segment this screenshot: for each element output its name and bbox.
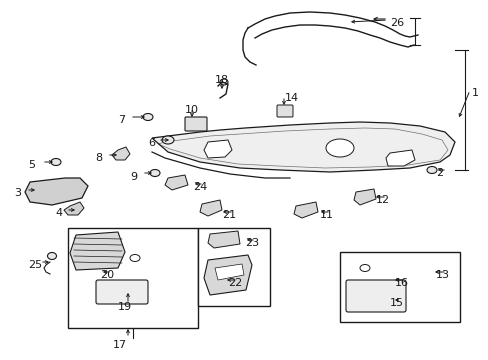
Text: 25: 25 <box>28 260 42 270</box>
Polygon shape <box>293 202 317 218</box>
Polygon shape <box>164 175 187 190</box>
Ellipse shape <box>325 139 353 157</box>
Ellipse shape <box>162 136 174 144</box>
Polygon shape <box>152 122 454 172</box>
FancyBboxPatch shape <box>346 280 405 312</box>
Polygon shape <box>25 178 88 205</box>
Polygon shape <box>200 200 222 216</box>
Ellipse shape <box>150 170 160 176</box>
Text: 1: 1 <box>471 88 478 98</box>
Ellipse shape <box>426 166 436 174</box>
Polygon shape <box>112 147 130 160</box>
Text: 19: 19 <box>118 302 132 312</box>
Text: 12: 12 <box>375 195 389 205</box>
Polygon shape <box>64 202 84 215</box>
Text: 5: 5 <box>28 160 35 170</box>
FancyBboxPatch shape <box>198 228 269 306</box>
Text: 7: 7 <box>118 115 125 125</box>
Text: 8: 8 <box>95 153 102 163</box>
FancyBboxPatch shape <box>184 117 206 131</box>
Text: 18: 18 <box>215 75 229 85</box>
Text: 20: 20 <box>100 270 114 280</box>
Ellipse shape <box>359 265 369 271</box>
Text: 23: 23 <box>244 238 259 248</box>
Text: 2: 2 <box>435 168 442 178</box>
Text: 22: 22 <box>227 278 242 288</box>
Polygon shape <box>70 232 125 270</box>
Text: 6: 6 <box>148 138 155 148</box>
Ellipse shape <box>142 113 153 121</box>
Ellipse shape <box>220 79 227 85</box>
Polygon shape <box>203 255 251 295</box>
Text: 17: 17 <box>113 340 127 350</box>
Polygon shape <box>203 140 231 158</box>
Polygon shape <box>353 189 375 205</box>
FancyBboxPatch shape <box>68 228 198 328</box>
Ellipse shape <box>130 255 140 261</box>
FancyBboxPatch shape <box>339 252 459 322</box>
Polygon shape <box>385 150 414 166</box>
Text: 13: 13 <box>435 270 449 280</box>
Text: 11: 11 <box>319 210 333 220</box>
Text: 3: 3 <box>14 188 21 198</box>
Text: 16: 16 <box>394 278 408 288</box>
Text: 24: 24 <box>193 182 207 192</box>
FancyBboxPatch shape <box>276 105 292 117</box>
Text: 9: 9 <box>130 172 137 182</box>
Text: 10: 10 <box>184 105 199 115</box>
Text: 26: 26 <box>389 18 403 28</box>
Text: 14: 14 <box>285 93 299 103</box>
Polygon shape <box>207 231 240 248</box>
Polygon shape <box>215 264 244 280</box>
Text: 15: 15 <box>389 298 403 308</box>
Text: 21: 21 <box>222 210 236 220</box>
Ellipse shape <box>47 252 57 260</box>
Text: 4: 4 <box>55 208 62 218</box>
Ellipse shape <box>51 158 61 166</box>
FancyBboxPatch shape <box>96 280 148 304</box>
